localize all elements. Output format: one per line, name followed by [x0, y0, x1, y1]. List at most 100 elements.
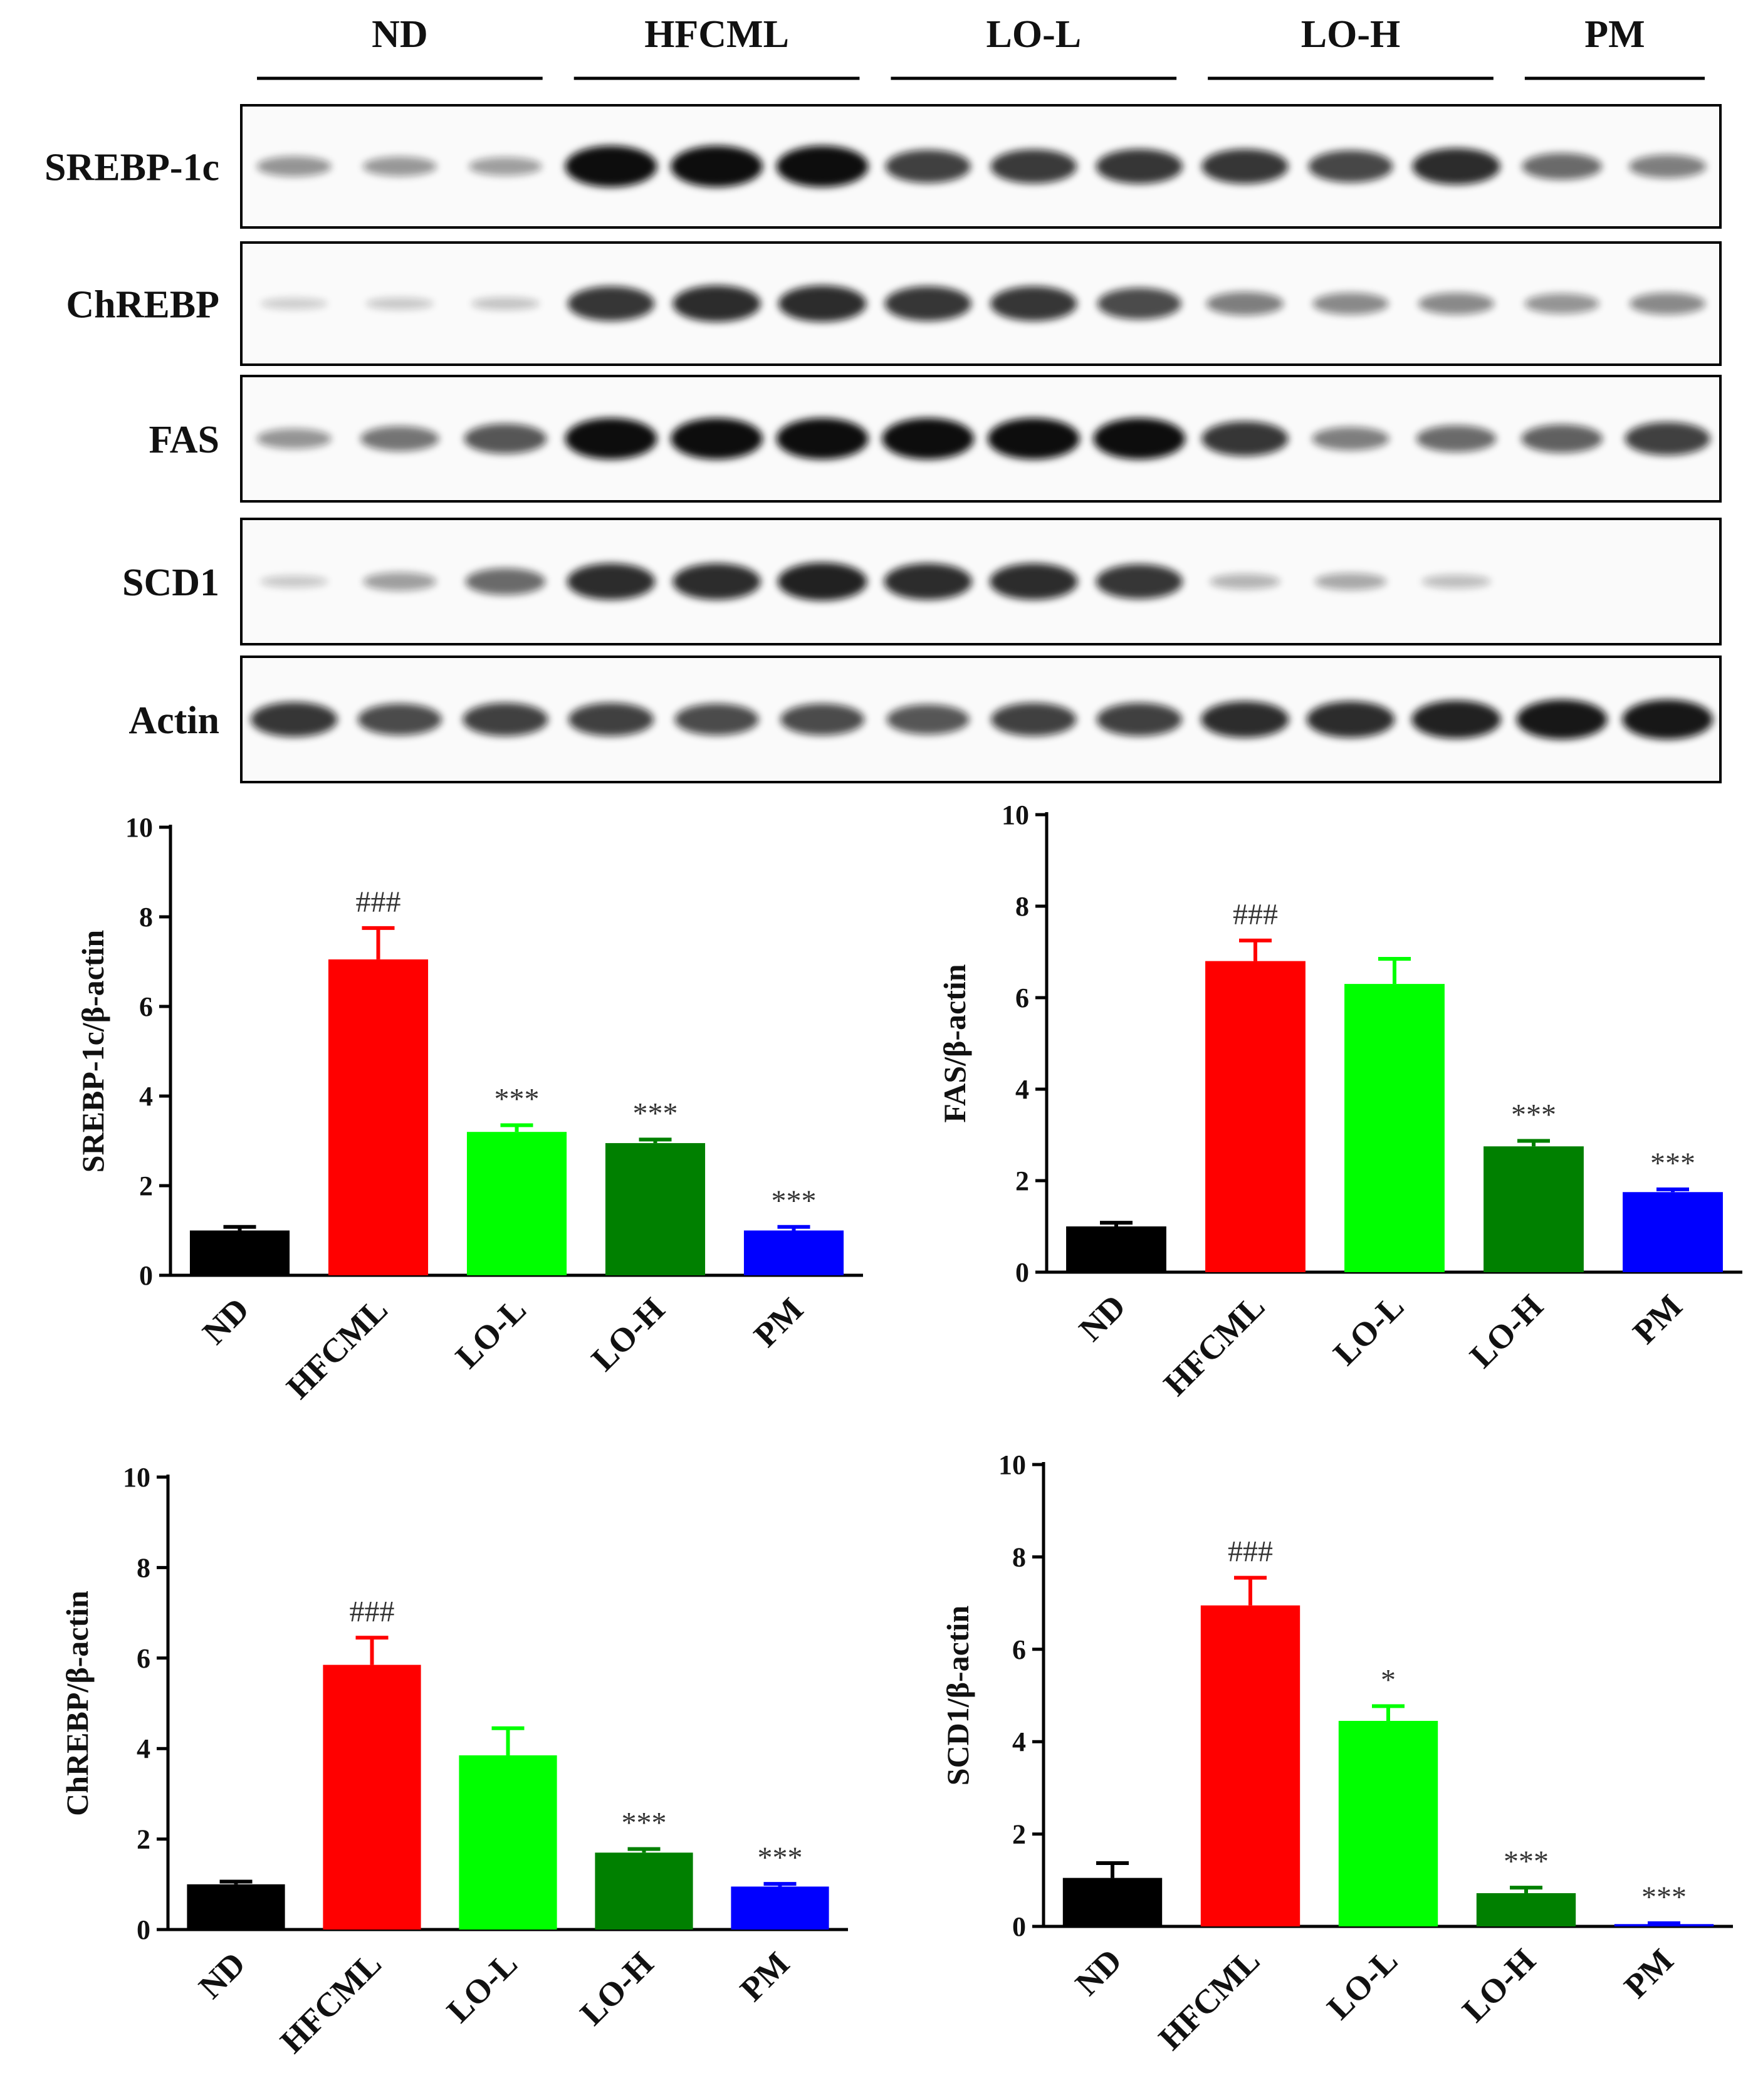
blot-band: [1628, 154, 1707, 179]
blot-band: [1209, 573, 1280, 590]
western-blot: ND HFCML LO-L LO-H PM SREBP-1c ChREBP FAS SCD1 Ac…: [44, 13, 1722, 783]
blot-band: [1097, 288, 1181, 320]
blot-band: [1412, 148, 1500, 185]
y-tick-label: 4: [139, 1081, 153, 1112]
bar: [1344, 984, 1445, 1272]
blot-row: SREBP-1c: [44, 104, 1722, 229]
x-tick-label: ND: [1068, 1941, 1129, 2003]
blot-band: [1521, 424, 1603, 453]
blot-band: [1312, 293, 1389, 315]
blot-band: [256, 428, 332, 449]
bar: [189, 1230, 290, 1275]
x-tick-label: ND: [1072, 1287, 1133, 1349]
significance-label: ***: [1650, 1147, 1695, 1180]
significance-label: ###: [1228, 1535, 1273, 1569]
bar: [466, 1132, 567, 1275]
bar: [187, 1884, 285, 1930]
x-tick-label: LO-H: [584, 1290, 672, 1378]
y-axis-label: SCD1/β-actin: [940, 1606, 975, 1786]
blot-band: [1630, 293, 1706, 315]
y-tick-label: 0: [1015, 1257, 1029, 1288]
y-tick-label: 0: [137, 1915, 150, 1945]
blot-membrane: [240, 518, 1722, 645]
blot-group-label: PM: [1584, 13, 1645, 56]
x-tick-label: ND: [191, 1945, 253, 2006]
blot-band: [567, 563, 656, 600]
significance-label: ***: [495, 1082, 540, 1115]
blot-band: [1201, 701, 1289, 738]
bar: [1484, 1146, 1584, 1272]
blot-band: [259, 575, 328, 588]
x-tick-label: HFCML: [1151, 1941, 1267, 2057]
blot-band: [1201, 149, 1289, 184]
blot-row-label: FAS: [149, 419, 219, 461]
blot-row-label: SREBP-1c: [44, 147, 219, 189]
blot-band: [1516, 699, 1608, 739]
blot-group-label: LO-H: [1301, 13, 1400, 56]
significance-label: ***: [1504, 1845, 1549, 1878]
blot-band: [674, 703, 759, 736]
blot-band: [568, 703, 654, 736]
y-axis-label: SREBP-1c/β-actin: [75, 930, 110, 1173]
x-tick-label: HFCML: [273, 1945, 389, 2061]
significance-label: ###: [356, 885, 401, 919]
bar: [595, 1852, 693, 1930]
x-tick-label: PM: [746, 1290, 810, 1354]
blot-band: [672, 563, 761, 600]
blot-band: [885, 150, 971, 183]
bar: [328, 959, 429, 1275]
blot-band: [778, 285, 867, 322]
y-tick-label: 8: [137, 1552, 150, 1583]
blot-band: [565, 145, 657, 187]
y-tick-label: 6: [137, 1643, 150, 1674]
blot-row: Actin: [128, 656, 1722, 783]
y-tick-label: 10: [125, 812, 153, 843]
bar: [1066, 1226, 1166, 1272]
blot-row: SCD1: [122, 518, 1722, 645]
blot-band: [1308, 150, 1393, 183]
significance-label: ###: [1233, 898, 1278, 931]
blot-band: [776, 145, 869, 187]
blot-group-label: LO-L: [986, 13, 1081, 56]
y-tick-label: 8: [1015, 891, 1029, 922]
blot-band: [990, 149, 1077, 184]
blot-band: [1411, 700, 1501, 739]
blot-row-label: SCD1: [122, 562, 219, 604]
significance-label: ***: [633, 1097, 678, 1130]
bar-chart-panel: 0 2 4 6 8 10 SREBP-1c/β-actin ND ### HFCML *** LO-L…: [75, 812, 863, 1406]
blot-band: [671, 418, 763, 459]
blot-band: [471, 297, 540, 310]
blot-band: [1093, 418, 1186, 459]
y-tick-label: 8: [139, 902, 153, 932]
y-tick-label: 6: [139, 991, 153, 1022]
blot-band: [1522, 153, 1602, 180]
x-tick-label: HFCML: [1156, 1287, 1272, 1403]
x-tick-label: LO-L: [439, 1945, 525, 2030]
bar-chart-panel: 0 2 4 6 8 10 FAS/β-actin ND ### HFCML LO-L *** LO-H *…: [937, 800, 1742, 1403]
blot-band: [987, 418, 1080, 459]
blot-row: FAS: [149, 375, 1722, 503]
blot-band: [884, 286, 971, 321]
blot-band: [362, 156, 437, 177]
y-tick-label: 10: [123, 1462, 150, 1493]
x-tick-label: LO-L: [1326, 1287, 1411, 1372]
bar: [459, 1755, 557, 1930]
blot-band: [565, 418, 657, 459]
y-tick-label: 4: [1012, 1726, 1026, 1757]
blot-band: [1096, 149, 1183, 184]
significance-label: ***: [758, 1841, 803, 1874]
blot-band: [365, 297, 434, 310]
blot-band: [1096, 564, 1183, 599]
y-tick-label: 10: [998, 1450, 1026, 1480]
bar-chart-panel: 0 2 4 6 8 10 SCD1/β-actin ND ### HFCML * LO-L *** LO-…: [940, 1450, 1733, 2057]
y-tick-label: 2: [1015, 1166, 1029, 1196]
bar: [1614, 1924, 1714, 1926]
blot-band: [360, 426, 439, 451]
blot-row-label: Actin: [128, 699, 219, 742]
x-tick-label: LO-H: [1455, 1941, 1542, 2029]
x-tick-label: LO-H: [1462, 1287, 1550, 1375]
blot-band: [884, 563, 972, 600]
blot-band: [1312, 427, 1389, 451]
blot-band: [357, 703, 442, 736]
x-tick-label: LO-L: [1320, 1941, 1405, 2027]
